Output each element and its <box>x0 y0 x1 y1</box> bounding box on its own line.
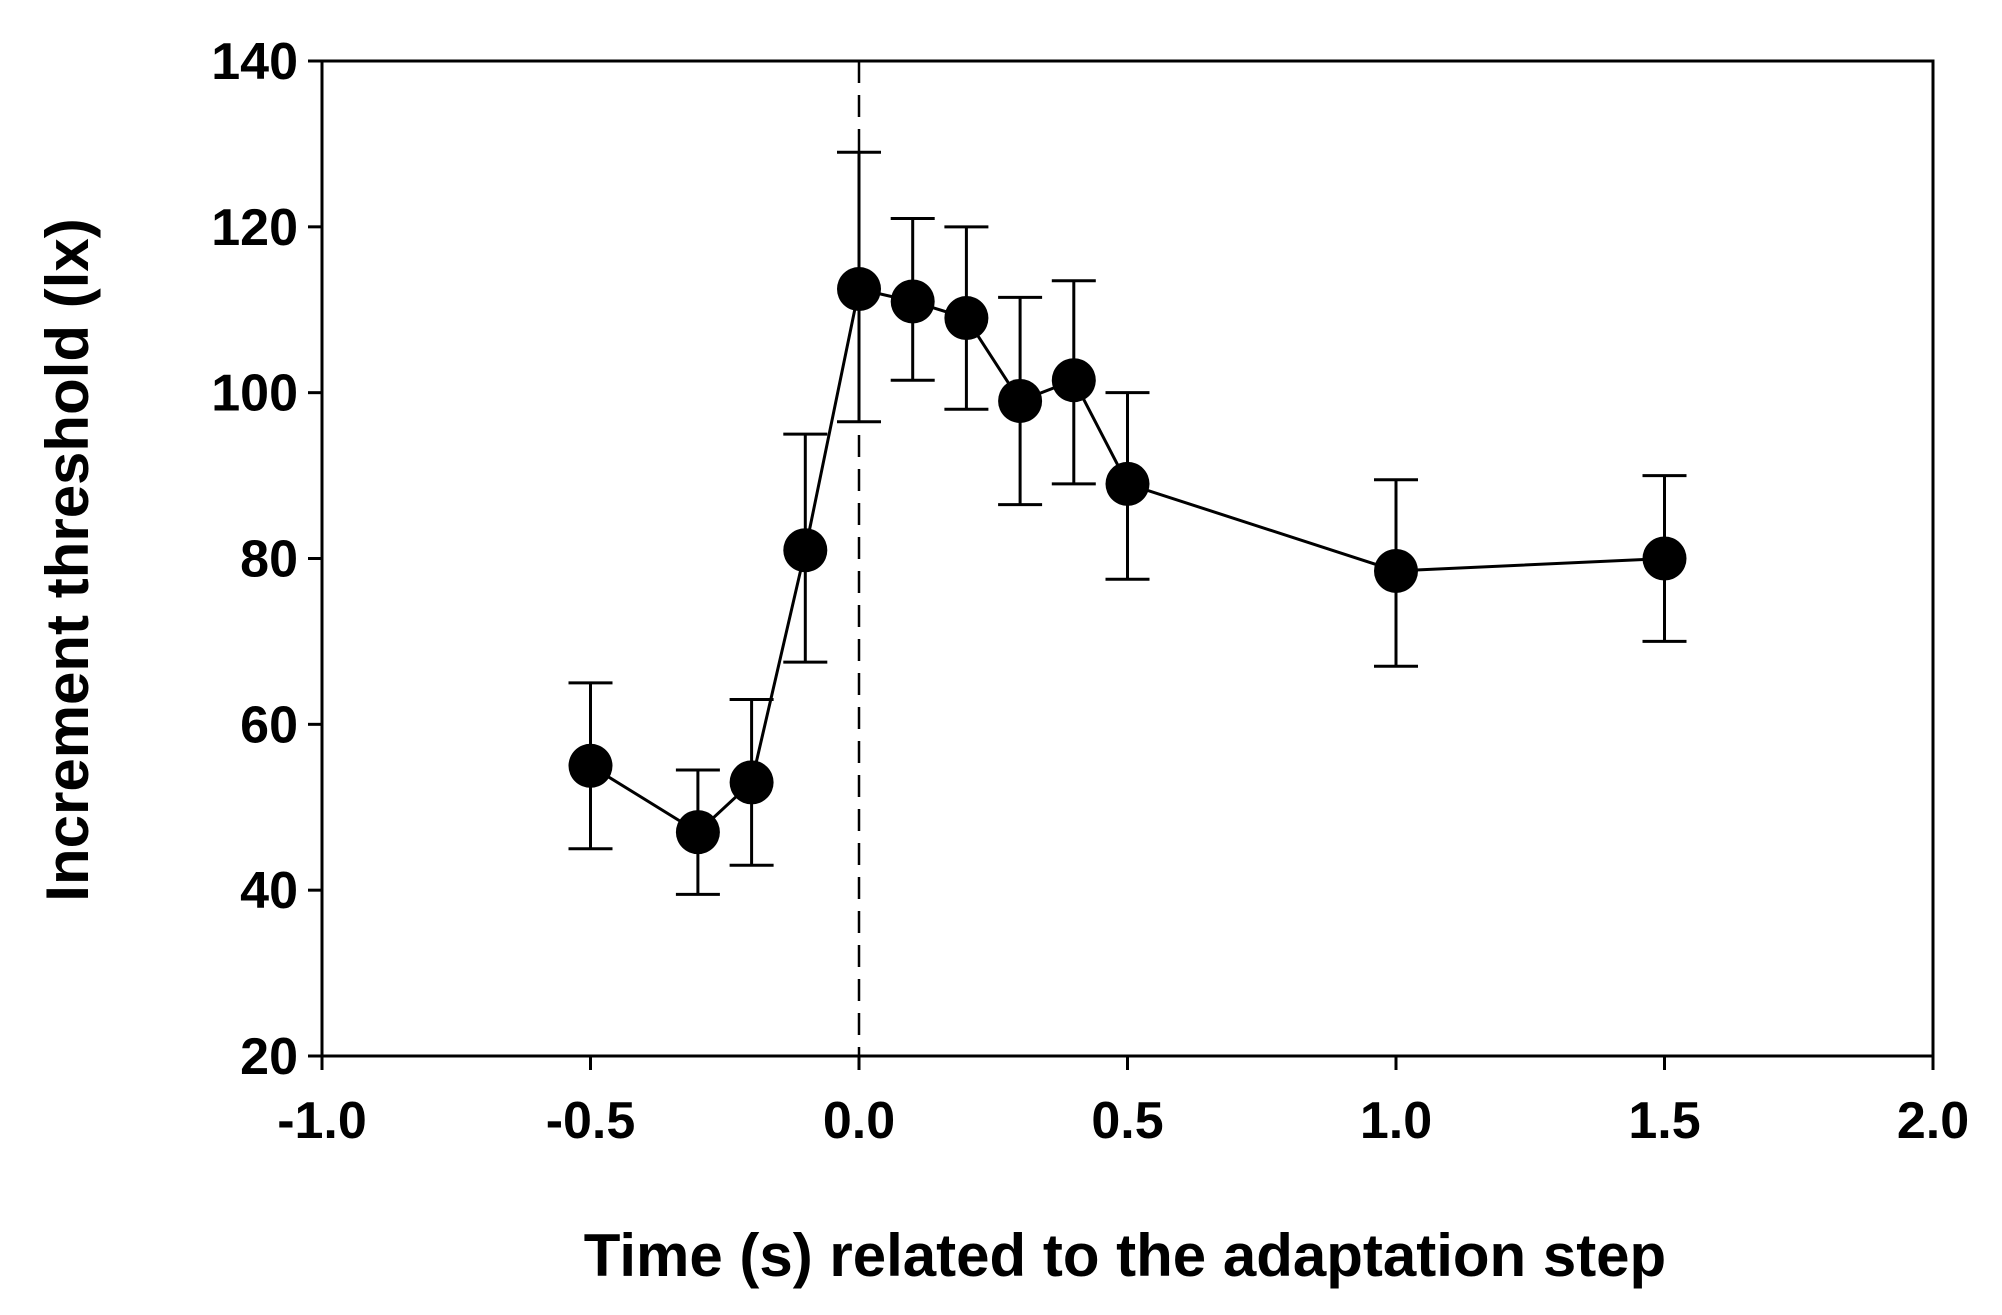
y-axis-title: Increment threshold (lx) <box>34 218 101 901</box>
x-axis-title: Time (s) related to the adaptation step <box>584 1222 1666 1289</box>
data-point <box>675 810 720 855</box>
y-tick-label: 40 <box>240 862 298 920</box>
y-tick-label: 20 <box>240 1028 298 1086</box>
x-tick-label: 1.0 <box>1360 1092 1432 1150</box>
data-point <box>729 760 774 805</box>
y-tick-label: 120 <box>211 199 298 257</box>
y-tick-label: 100 <box>211 365 298 423</box>
data-point <box>783 528 828 573</box>
y-tick-label: 140 <box>211 33 298 91</box>
x-tick-label: -0.5 <box>546 1092 636 1150</box>
data-point <box>890 279 935 324</box>
data-point <box>944 296 989 341</box>
x-tick-label: 1.5 <box>1628 1092 1700 1150</box>
y-tick-label: 60 <box>240 696 298 754</box>
data-point <box>837 267 881 312</box>
data-point <box>568 743 613 788</box>
data-point <box>1374 548 1418 593</box>
data-point <box>1051 358 1096 403</box>
data-point <box>1105 461 1150 506</box>
x-tick-label: 0.5 <box>1091 1092 1163 1150</box>
x-tick-label: -1.0 <box>277 1092 367 1150</box>
x-tick-label: 2.0 <box>1897 1092 1969 1150</box>
data-point <box>998 378 1043 423</box>
data-point <box>1642 536 1687 581</box>
y-tick-label: 80 <box>240 531 298 589</box>
x-tick-label: 0.0 <box>823 1092 895 1150</box>
